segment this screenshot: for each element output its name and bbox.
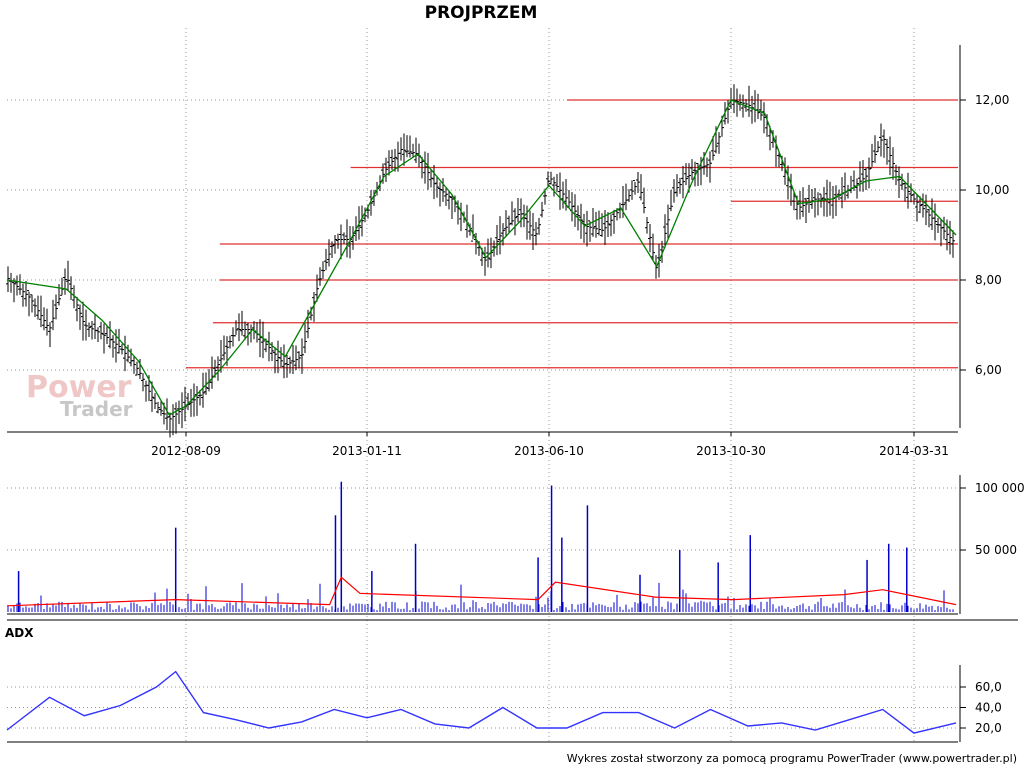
y-tick-label: 12,00 (975, 93, 1009, 107)
y-tick-label: 6,00 (975, 363, 1002, 377)
y-tick-label: 10,00 (975, 183, 1009, 197)
volume-bars (7, 481, 954, 612)
x-tick-label: 2013-01-11 (332, 444, 402, 458)
volume-ma-line (6, 576, 957, 607)
y-tick-label: 100 000 (975, 481, 1024, 495)
adx-line (6, 670, 957, 734)
grid-lines (7, 28, 958, 742)
volume-moving-average (6, 576, 957, 607)
price-bars (6, 84, 955, 438)
y-tick-label: 60,0 (975, 680, 1002, 694)
adx-series-line (6, 670, 957, 734)
tick-labels: 2012-08-09 2013-01-11 2013-06-10 2013-10-30… (151, 93, 1024, 735)
y-tick-label: 8,00 (975, 273, 1002, 287)
support-resistance-lines (186, 99, 958, 369)
x-tick-label: 2014-03-31 (879, 444, 949, 458)
watermark-trader: Trader (60, 397, 133, 421)
y-tick-label: 50 000 (975, 543, 1017, 557)
price-ma-line (6, 99, 957, 416)
y-tick-label: 40,0 (975, 701, 1002, 715)
x-tick-label: 2012-08-09 (151, 444, 221, 458)
x-tick-label: 2013-06-10 (514, 444, 584, 458)
watermark-power: Power (26, 370, 132, 405)
axes (7, 45, 1018, 743)
x-tick-label: 2013-10-30 (696, 444, 766, 458)
chart-title: PROJPRZEM (425, 3, 538, 23)
watermark-logo: Power Trader (26, 370, 133, 421)
adx-panel-title: ADX (5, 626, 34, 640)
footer-credit: Wykres został stworzony za pomocą progra… (567, 752, 1017, 765)
y-tick-label: 20,0 (975, 721, 1002, 735)
price-moving-average (6, 99, 957, 416)
